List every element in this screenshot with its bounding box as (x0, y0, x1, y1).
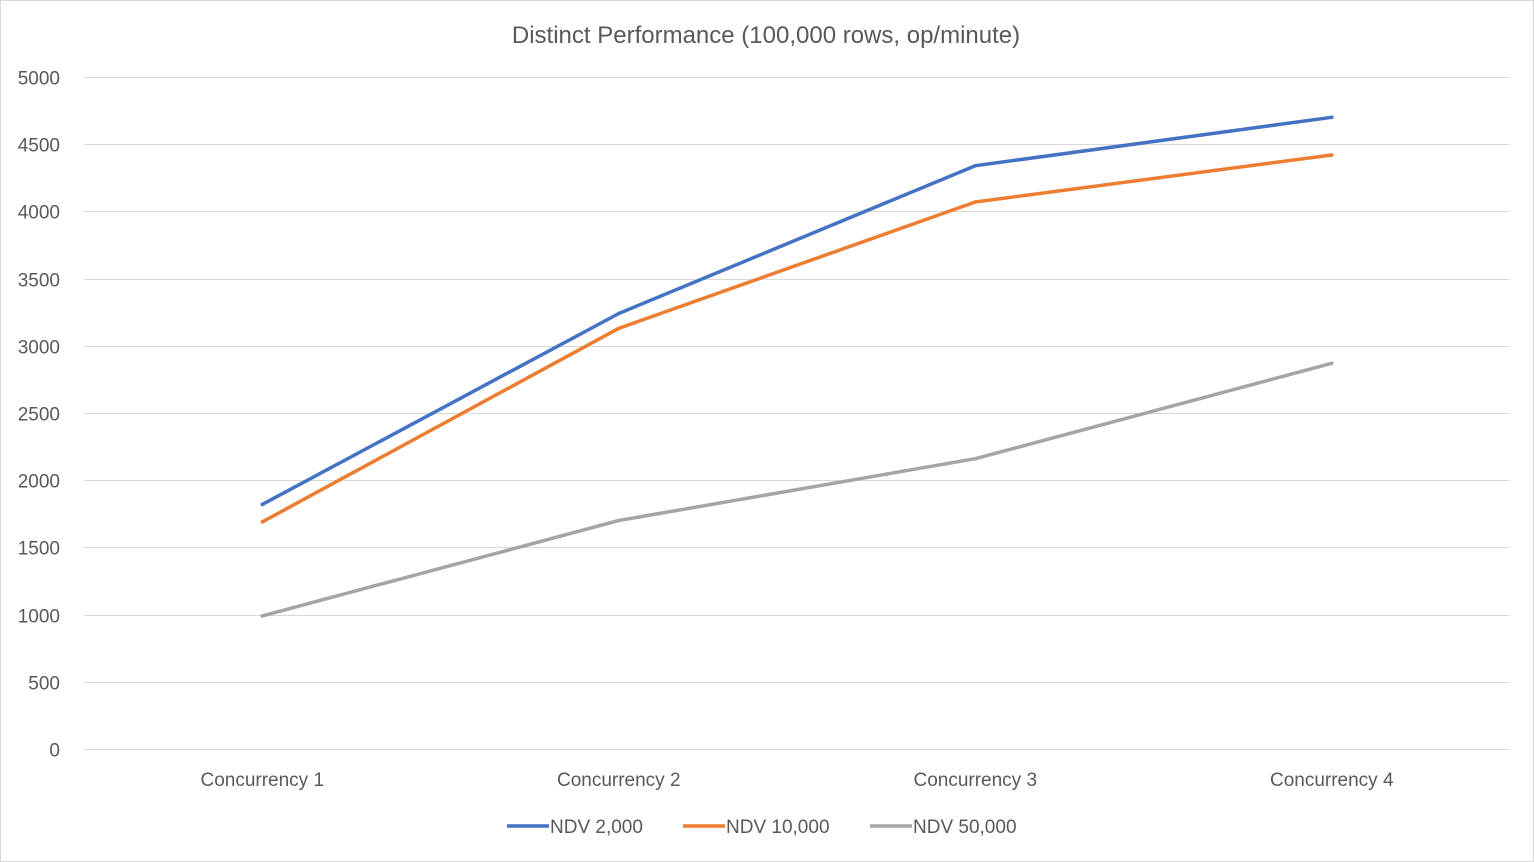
x-tick-label: Concurrency 3 (913, 770, 1037, 791)
y-tick-label: 3500 (18, 271, 60, 292)
data-point (260, 502, 264, 507)
data-point (1330, 115, 1334, 120)
y-axis-ticks: 0 500 1000 1500 2000 2500 3000 3500 4000 4500 5000 (18, 69, 60, 762)
chart-title: Distinct Performance (100,000 rows, op/m… (512, 22, 1020, 49)
data-point (617, 518, 621, 523)
y-tick-label: 1000 (18, 607, 60, 628)
y-tick-label: 4500 (18, 136, 60, 157)
legend-item: NDV 2,000 (507, 817, 643, 838)
y-tick-label: 2000 (18, 472, 60, 493)
x-tick-label: Concurrency 1 (200, 770, 324, 791)
data-point (973, 163, 977, 168)
legend-label: NDV 10,000 (726, 817, 830, 838)
legend-label: NDV 2,000 (550, 817, 643, 838)
data-point (260, 520, 264, 524)
gridlines (84, 77, 1510, 750)
data-point (1330, 361, 1334, 366)
y-tick-label: 5000 (18, 69, 60, 90)
series-line-1 (260, 115, 1334, 507)
y-tick-label: 4000 (18, 203, 60, 224)
data-point (973, 456, 977, 461)
data-point (617, 311, 621, 316)
data-point (617, 326, 621, 331)
y-tick-label: 500 (28, 674, 60, 695)
y-tick-label: 2500 (18, 405, 60, 426)
legend: NDV 2,000 NDV 10,000 NDV 50,000 (507, 817, 1017, 838)
data-point (260, 614, 264, 618)
legend-label: NDV 50,000 (913, 817, 1017, 838)
data-point (1330, 153, 1334, 157)
data-point (973, 200, 977, 204)
x-tick-label: Concurrency 4 (1270, 770, 1394, 791)
x-axis-ticks: Concurrency 1 Concurrency 2 Concurrency 3 C… (200, 770, 1393, 791)
y-tick-label: 0 (49, 741, 60, 762)
series-line-3 (260, 361, 1334, 618)
legend-item: NDV 50,000 (870, 817, 1017, 838)
y-tick-label: 1500 (18, 539, 60, 560)
x-tick-label: Concurrency 2 (557, 770, 681, 791)
legend-item: NDV 10,000 (683, 817, 830, 838)
y-tick-label: 3000 (18, 338, 60, 359)
series-line-2 (260, 153, 1334, 524)
series-lines (260, 115, 1334, 618)
